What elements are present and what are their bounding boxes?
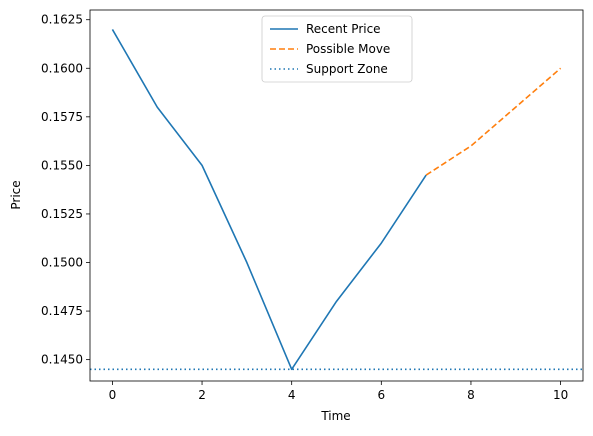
- series-recent-price: [111, 29, 427, 371]
- x-tick-label: 0: [109, 388, 117, 402]
- y-tick-label: 0.1575: [41, 110, 83, 124]
- x-tick-label: 6: [377, 388, 385, 402]
- x-tick-label: 2: [198, 388, 206, 402]
- plot-frame: [89, 9, 584, 382]
- legend-box: [261, 15, 413, 83]
- legend-label: Possible Move: [306, 42, 390, 56]
- y-tick-label: 0.1500: [41, 256, 83, 270]
- y-axis: 0.1450 0.1475 0.1500 0.1525 0.1550 0.1575 0.16…: [41, 13, 90, 367]
- x-tick-label: 8: [467, 388, 475, 402]
- y-tick-label: 0.1550: [41, 158, 83, 172]
- legend-label: Recent Price: [306, 22, 381, 36]
- x-axis: 0 2 4 6 8 10: [109, 381, 568, 402]
- legend: Recent Price Possible Move Support Zone: [261, 15, 413, 83]
- y-tick-label: 0.1475: [41, 304, 83, 318]
- x-tick-label: 10: [553, 388, 568, 402]
- x-tick-label: 4: [288, 388, 296, 402]
- y-tick-label: 0.1525: [41, 207, 83, 221]
- y-tick-label: 0.1625: [41, 13, 83, 27]
- legend-label: Support Zone: [306, 62, 388, 76]
- y-axis-label: Price: [9, 180, 23, 209]
- series-layer: [90, 29, 583, 371]
- y-tick-label: 0.1600: [41, 61, 83, 75]
- y-tick-label: 0.1450: [41, 353, 83, 367]
- series-possible-move: [425, 67, 562, 176]
- x-axis-label: Time: [320, 409, 350, 423]
